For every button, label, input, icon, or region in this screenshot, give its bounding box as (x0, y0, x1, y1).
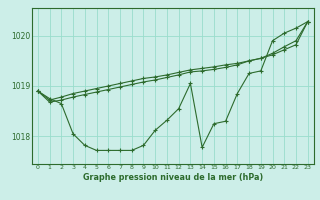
X-axis label: Graphe pression niveau de la mer (hPa): Graphe pression niveau de la mer (hPa) (83, 173, 263, 182)
